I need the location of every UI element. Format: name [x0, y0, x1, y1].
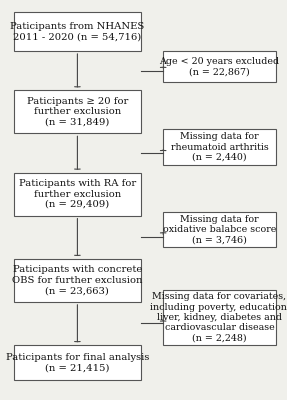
Text: Paticipants with RA for
further exclusion
(n = 29,409): Paticipants with RA for further exclusio… — [19, 179, 136, 209]
Bar — [14, 345, 141, 380]
Bar — [14, 259, 141, 302]
Text: Paticipants from NHANES
2011 - 2020 (n = 54,716): Paticipants from NHANES 2011 - 2020 (n =… — [10, 22, 145, 41]
Bar — [163, 212, 276, 247]
Text: Paticipants ≥ 20 for
further exclusion
(n = 31,849): Paticipants ≥ 20 for further exclusion (… — [27, 97, 128, 127]
Text: Missing data for
oxidative balabce score
(n = 3,746): Missing data for oxidative balabce score… — [163, 214, 276, 244]
Text: Missing data for covariates,
including poverty, education,
liver, kidney, diabet: Missing data for covariates, including p… — [150, 292, 287, 343]
Bar — [14, 12, 141, 51]
Text: Paticipants for final analysis
(n = 21,415): Paticipants for final analysis (n = 21,4… — [6, 353, 149, 372]
Text: Age < 20 years excluded
(n = 22,867): Age < 20 years excluded (n = 22,867) — [159, 57, 280, 76]
Bar — [163, 290, 276, 345]
Bar — [14, 172, 141, 216]
Text: Paticipants with concrete
OBS for further exclusion
(n = 23,663): Paticipants with concrete OBS for furthe… — [12, 266, 143, 295]
Bar — [14, 90, 141, 133]
Bar — [163, 51, 276, 82]
Text: Missing data for
rheumatoid arthritis
(n = 2,440): Missing data for rheumatoid arthritis (n… — [170, 132, 268, 162]
Bar — [163, 130, 276, 165]
